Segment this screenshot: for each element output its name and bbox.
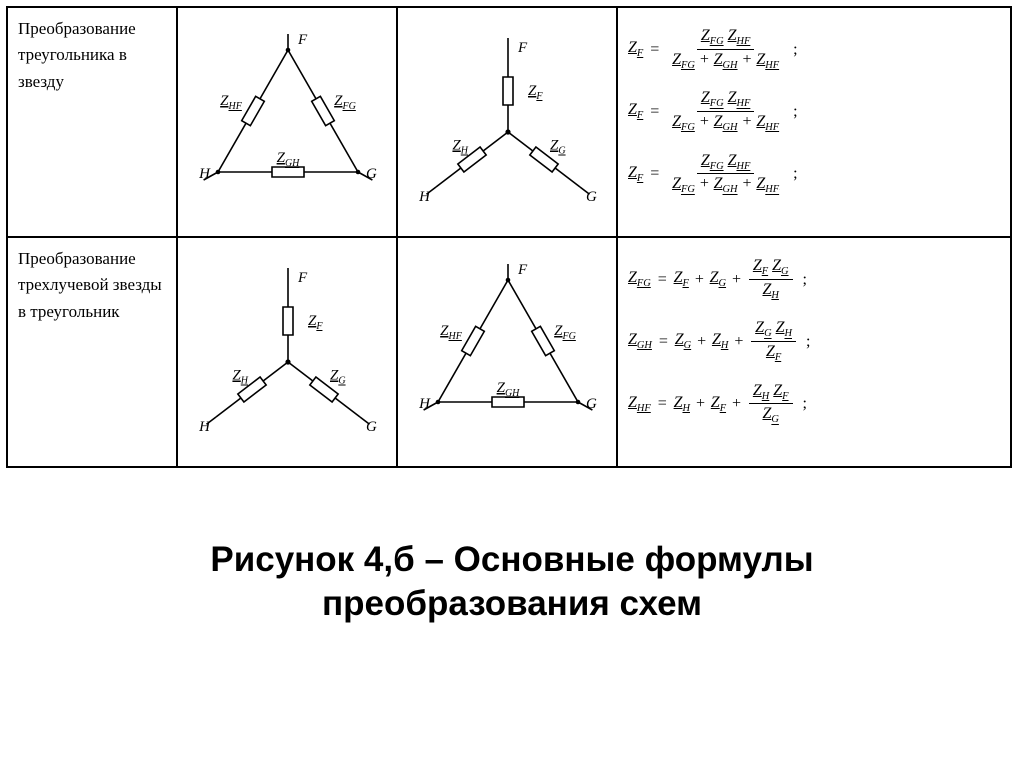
svg-text:ZG: ZG (330, 368, 346, 387)
result-diagram-cell: F H G ZF ZH ZG (397, 7, 617, 237)
result-diagram-cell: F H G ZHF ZFG ZGH (397, 237, 617, 467)
caption-line-1: Рисунок 4,б – Основные формулы (210, 540, 813, 579)
formula: ZHF=ZH+ZF+ZHZFZG; (628, 381, 1000, 427)
svg-text:ZH: ZH (452, 138, 468, 157)
svg-text:F: F (517, 262, 528, 278)
svg-text:ZGH: ZGH (497, 380, 521, 399)
formula: ZF=ZFGZHFZFG + ZGH + ZHF; (628, 88, 1000, 134)
svg-text:G: G (586, 396, 597, 412)
svg-text:G: G (366, 419, 377, 435)
formulas-cell: ZFG=ZF+ZG+ZFZGZH; ZGH=ZG+ZH+ZGZHZF; ZHF=ZH… (617, 237, 1011, 467)
formulas-block: ZFG=ZF+ZG+ZFZGZH; ZGH=ZG+ZH+ZGZHZF; ZHF=ZH… (628, 256, 1000, 427)
transformation-description: Преобразование трехлучевой звезды в треу… (18, 246, 166, 325)
formulas-cell: ZF=ZFGZHFZFG + ZGH + ZHF; ZF=ZFGZHFZFG + … (617, 7, 1011, 237)
svg-text:G: G (586, 189, 597, 205)
source-diagram-cell: F H G ZF ZH ZG (177, 237, 397, 467)
svg-text:ZFG: ZFG (554, 323, 576, 342)
svg-text:H: H (418, 189, 431, 205)
formula: ZF=ZFGZHFZFG + ZGH + ZHF; (628, 151, 1000, 197)
transformation-description: Преобразование треугольника в звезду (18, 16, 166, 95)
triangle-diagram-icon: F H G ZHF ZFG ZGH (408, 252, 608, 442)
svg-text:ZF: ZF (308, 313, 323, 332)
svg-text:H: H (198, 419, 211, 435)
formula: ZGH=ZG+ZH+ZGZHZF; (628, 318, 1000, 364)
svg-text:H: H (418, 396, 431, 412)
svg-text:ZH: ZH (232, 368, 248, 387)
figure-caption: Рисунок 4,б – Основные формулы преобразо… (6, 538, 1018, 626)
caption-line-2: преобразования схем (322, 584, 702, 623)
description-cell: Преобразование треугольника в звезду (7, 7, 177, 237)
page: Преобразование треугольника в звезду F H G Z… (0, 0, 1024, 767)
formula: ZF=ZFGZHFZFG + ZGH + ZHF; (628, 26, 1000, 72)
triangle-diagram-icon: F H G ZHF ZFG ZGH (188, 22, 388, 212)
formula: ZFG=ZF+ZG+ZFZGZH; (628, 256, 1000, 302)
svg-text:H: H (198, 166, 211, 182)
svg-text:ZFG: ZFG (334, 93, 356, 112)
svg-text:ZHF: ZHF (440, 323, 463, 342)
svg-text:ZF: ZF (528, 83, 543, 102)
svg-text:ZG: ZG (550, 138, 566, 157)
svg-text:ZGH: ZGH (277, 150, 301, 169)
svg-text:G: G (366, 166, 377, 182)
svg-text:F: F (297, 270, 308, 286)
star-diagram-icon: F H G ZF ZH ZG (408, 22, 608, 212)
table-row: Преобразование трехлучевой звезды в треу… (7, 237, 1011, 467)
source-diagram-cell: F H G ZHF ZFG ZGH (177, 7, 397, 237)
table-row: Преобразование треугольника в звезду F H G Z… (7, 7, 1011, 237)
svg-text:F: F (517, 40, 528, 56)
formulas-block: ZF=ZFGZHFZFG + ZGH + ZHF; ZF=ZFGZHFZFG + … (628, 26, 1000, 197)
svg-text:ZHF: ZHF (220, 93, 243, 112)
transformation-table: Преобразование треугольника в звезду F H G Z… (6, 6, 1012, 468)
description-cell: Преобразование трехлучевой звезды в треу… (7, 237, 177, 467)
svg-text:F: F (297, 32, 308, 48)
star-diagram-icon: F H G ZF ZH ZG (188, 252, 388, 442)
